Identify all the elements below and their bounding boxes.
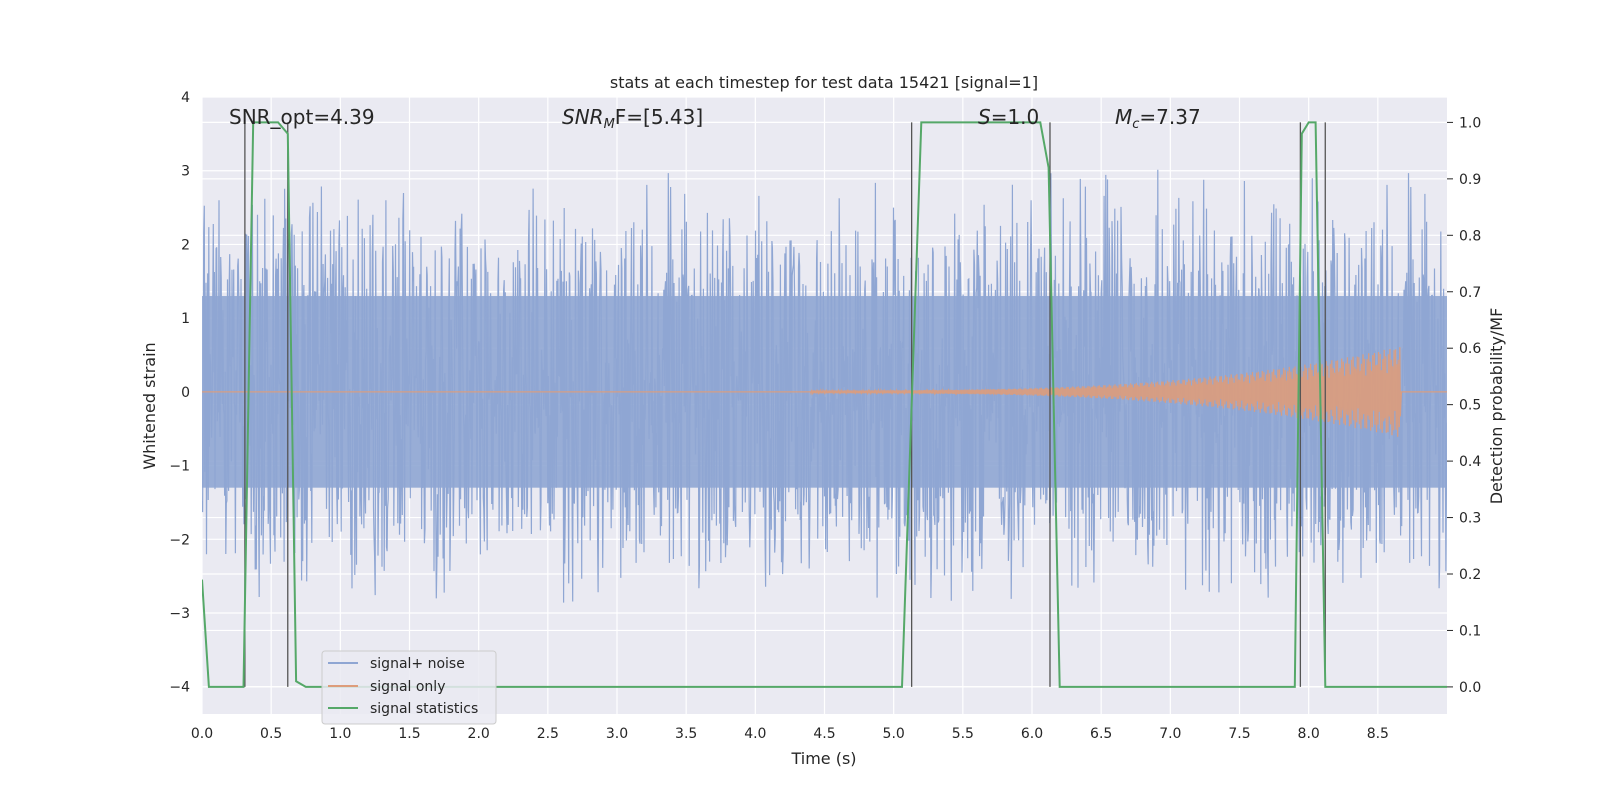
left-tick-label: −1 bbox=[169, 459, 190, 475]
annotation-mc-prefix: M bbox=[1115, 105, 1132, 129]
signal-statistics-series bbox=[202, 121, 1447, 688]
right-tick-label: 0.1 bbox=[1459, 623, 1481, 639]
left-tick-label: −2 bbox=[169, 532, 190, 548]
right-tick-label: 0.8 bbox=[1459, 228, 1481, 244]
noise-trace bbox=[202, 169, 1447, 603]
x-tick-label: 2.5 bbox=[537, 726, 559, 742]
annotation-mc: Mc=7.37 bbox=[1115, 105, 1201, 132]
left-tick-label: 1 bbox=[181, 311, 190, 327]
x-tick-label: 5.0 bbox=[883, 726, 905, 742]
x-tick-label: 2.0 bbox=[468, 726, 490, 742]
right-tick-label: 0.5 bbox=[1459, 398, 1481, 414]
right-tick-label: 0.3 bbox=[1459, 511, 1481, 527]
x-tick-label: 0.5 bbox=[260, 726, 282, 742]
legend-box bbox=[321, 650, 497, 725]
right-tick-label: 0.9 bbox=[1459, 172, 1481, 188]
x-tick-label: 1.5 bbox=[398, 726, 420, 742]
x-tick-label: 4.5 bbox=[813, 726, 835, 742]
y-axis-label-left: Whitened strain bbox=[140, 342, 159, 469]
legend-label-signal: signal only bbox=[370, 679, 445, 695]
signal-trace bbox=[202, 347, 1447, 437]
annotation-s-value: =1.0 bbox=[991, 105, 1040, 129]
left-tick-labels: 4 3 2 1 0 −1 −2 −3 −4 bbox=[169, 90, 190, 696]
annotation-snr-mf-prefix: SNR bbox=[562, 105, 604, 129]
x-tick-label: 4.0 bbox=[744, 726, 766, 742]
annotation-s-prefix: S bbox=[978, 105, 991, 129]
x-tick-label: 3.5 bbox=[675, 726, 697, 742]
annotation-snr-opt: SNR_opt=4.39 bbox=[229, 105, 375, 129]
left-tick-label: 3 bbox=[181, 164, 190, 180]
x-tick-label: 8.5 bbox=[1367, 726, 1389, 742]
x-tick-label: 7.0 bbox=[1159, 726, 1181, 742]
right-tick-label: 0.4 bbox=[1459, 454, 1481, 470]
right-tick-label: 0.6 bbox=[1459, 341, 1481, 357]
annotations: SNR_opt=4.39 SNRMF=[5.43] S=1.0 Mc=7.37 bbox=[229, 105, 1201, 132]
x-tick-labels: 0.0 0.5 1.0 1.5 2.0 2.5 3.0 3.5 4.0 4.5 5.0 5.5 6.0 6… bbox=[191, 726, 1389, 742]
annotation-snr-mf-value: F=[5.43] bbox=[615, 105, 703, 129]
legend-label-statistics: signal statistics bbox=[370, 701, 478, 717]
x-tick-label: 7.5 bbox=[1228, 726, 1250, 742]
right-tick-label: 1.0 bbox=[1459, 115, 1481, 131]
chart-title: stats at each timestep for test data 154… bbox=[610, 73, 1038, 92]
right-tick-label: 0.2 bbox=[1459, 567, 1481, 583]
y-axis-label-right: Detection probability/MF bbox=[1487, 308, 1506, 505]
legend: signal+ noise signal only signal statist… bbox=[321, 650, 497, 725]
x-tick-label: 3.0 bbox=[606, 726, 628, 742]
x-tick-label: 8.0 bbox=[1298, 726, 1320, 742]
x-tick-label: 1.0 bbox=[329, 726, 351, 742]
right-tick-labels: 1.0 0.9 0.8 0.7 0.6 0.5 0.4 0.3 0.2 0.1 0.0 bbox=[1447, 115, 1481, 696]
left-tick-label: −3 bbox=[169, 606, 190, 622]
legend-label-noise: signal+ noise bbox=[370, 656, 465, 672]
left-tick-label: −4 bbox=[169, 680, 190, 696]
x-axis-label: Time (s) bbox=[790, 749, 856, 768]
x-tick-label: 6.0 bbox=[1021, 726, 1043, 742]
left-tick-label: 2 bbox=[181, 237, 190, 253]
signal-only-series bbox=[202, 347, 1447, 437]
left-tick-label: 4 bbox=[181, 90, 190, 106]
x-tick-label: 5.5 bbox=[952, 726, 974, 742]
x-tick-label: 0.0 bbox=[191, 726, 213, 742]
statistics-trace bbox=[202, 121, 1447, 688]
right-tick-label: 0.0 bbox=[1459, 680, 1481, 696]
annotation-s: S=1.0 bbox=[978, 105, 1039, 129]
annotation-snr-mf: SNRMF=[5.43] bbox=[562, 105, 703, 132]
left-tick-label: 0 bbox=[181, 385, 190, 401]
right-tick-label: 0.7 bbox=[1459, 285, 1481, 301]
annotation-mc-value: =7.37 bbox=[1139, 105, 1200, 129]
annotation-snr-mf-sub: M bbox=[604, 117, 615, 132]
x-tick-label: 6.5 bbox=[1090, 726, 1112, 742]
annotation-mc-sub: c bbox=[1132, 117, 1139, 132]
